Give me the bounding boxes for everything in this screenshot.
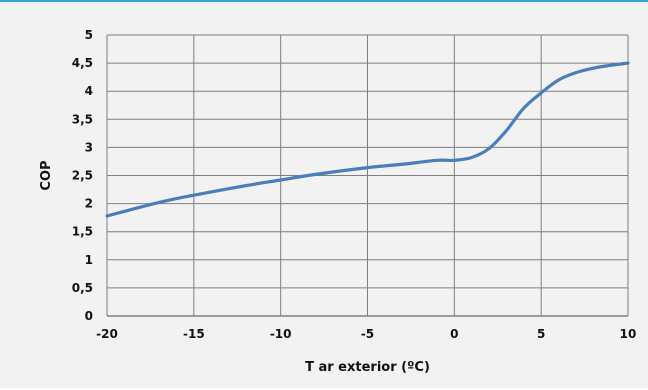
y-axis-title: COP bbox=[39, 160, 54, 190]
y-tick-label: 1 bbox=[85, 253, 93, 267]
y-tick-label: 0 bbox=[85, 309, 93, 323]
y-tick-label: 2 bbox=[85, 197, 93, 211]
x-tick-label: -10 bbox=[270, 327, 292, 341]
y-tick-label: 5 bbox=[85, 28, 93, 42]
x-tick-label: 5 bbox=[537, 327, 545, 341]
x-tick-label: -5 bbox=[361, 327, 374, 341]
y-tick-label: 4 bbox=[85, 84, 93, 98]
y-tick-label: 2,5 bbox=[72, 169, 93, 183]
y-tick-label: 3,5 bbox=[72, 112, 93, 126]
y-tick-label: 0,5 bbox=[72, 281, 93, 295]
x-tick-label: -15 bbox=[183, 327, 205, 341]
y-tick-label: 3 bbox=[85, 140, 93, 154]
x-tick-label: -20 bbox=[96, 327, 118, 341]
cop-series-line bbox=[105, 61, 630, 218]
x-axis-title: T ar exterior (ºC) bbox=[305, 360, 430, 375]
x-tick-label: 10 bbox=[620, 327, 637, 341]
x-tick-label: 0 bbox=[450, 327, 458, 341]
y-tick-label: 4,5 bbox=[72, 56, 93, 70]
y-tick-label: 1,5 bbox=[72, 225, 93, 239]
